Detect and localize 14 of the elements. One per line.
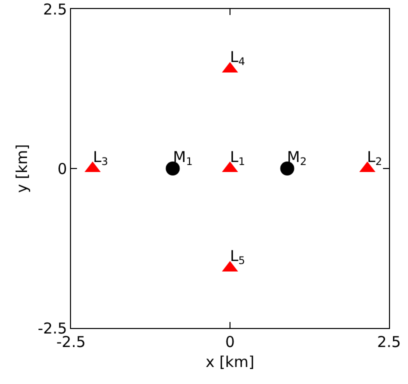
annotation: L$_{2}$ (367, 148, 382, 168)
x-tick-label: -2.5 (56, 333, 86, 351)
annotation: L$_{1}$ (230, 148, 246, 168)
annotation: L$_{3}$ (93, 148, 108, 168)
y-tick-label: 0 (57, 160, 67, 178)
x-axis-title: x [km] (206, 353, 254, 371)
y-axis-title: y [km] (12, 144, 31, 193)
annotation: L$_{5}$ (230, 247, 246, 268)
y-tick-label: 2.5 (43, 0, 67, 18)
annotation: M$_{1}$ (173, 148, 193, 168)
annotation: M$_{2}$ (287, 148, 307, 168)
x-tick-label: 0 (225, 333, 235, 351)
x-tick-label: 2.5 (377, 333, 401, 351)
annotation: L$_{4}$ (230, 48, 246, 68)
